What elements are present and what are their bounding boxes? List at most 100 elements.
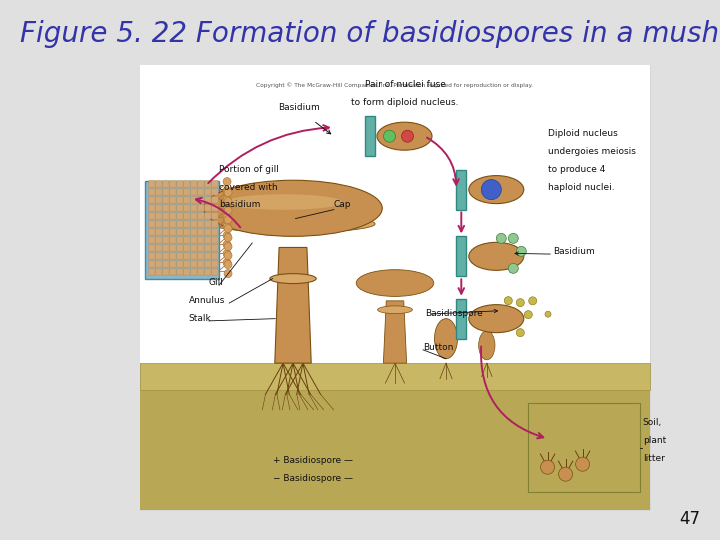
- Circle shape: [223, 195, 231, 204]
- Ellipse shape: [377, 122, 432, 150]
- FancyBboxPatch shape: [163, 180, 169, 187]
- FancyBboxPatch shape: [212, 197, 218, 203]
- FancyBboxPatch shape: [156, 221, 162, 227]
- FancyBboxPatch shape: [176, 228, 183, 235]
- FancyBboxPatch shape: [184, 261, 190, 267]
- FancyBboxPatch shape: [170, 228, 176, 235]
- FancyBboxPatch shape: [204, 228, 211, 235]
- FancyBboxPatch shape: [204, 221, 211, 227]
- Text: Basidium: Basidium: [553, 247, 595, 256]
- Circle shape: [223, 259, 231, 267]
- FancyBboxPatch shape: [184, 188, 190, 195]
- FancyBboxPatch shape: [212, 253, 218, 259]
- FancyBboxPatch shape: [212, 205, 218, 211]
- FancyBboxPatch shape: [170, 188, 176, 195]
- Circle shape: [541, 460, 554, 474]
- FancyBboxPatch shape: [148, 221, 155, 227]
- FancyBboxPatch shape: [197, 245, 204, 251]
- FancyBboxPatch shape: [148, 228, 155, 235]
- FancyBboxPatch shape: [140, 65, 650, 363]
- FancyBboxPatch shape: [170, 245, 176, 251]
- FancyBboxPatch shape: [184, 245, 190, 251]
- FancyBboxPatch shape: [212, 237, 218, 243]
- FancyBboxPatch shape: [156, 205, 162, 211]
- FancyBboxPatch shape: [176, 188, 183, 195]
- Ellipse shape: [479, 331, 495, 360]
- Text: Copyright © The McGraw-Hill Companies, Inc. Permission required for reproduction: Copyright © The McGraw-Hill Companies, I…: [256, 83, 534, 89]
- Text: Pair of nuclei fuse: Pair of nuclei fuse: [365, 80, 446, 89]
- FancyBboxPatch shape: [191, 253, 197, 259]
- Text: undergoies meiosis: undergoies meiosis: [548, 147, 636, 156]
- FancyBboxPatch shape: [191, 180, 197, 187]
- FancyBboxPatch shape: [197, 188, 204, 195]
- FancyBboxPatch shape: [163, 253, 169, 259]
- Text: basidium: basidium: [219, 200, 261, 210]
- FancyBboxPatch shape: [156, 261, 162, 267]
- Text: plant: plant: [643, 436, 666, 446]
- Circle shape: [504, 296, 513, 305]
- FancyBboxPatch shape: [156, 245, 162, 251]
- FancyBboxPatch shape: [204, 180, 211, 187]
- Text: Cap: Cap: [334, 200, 351, 210]
- Circle shape: [524, 310, 532, 319]
- Circle shape: [224, 215, 232, 224]
- FancyBboxPatch shape: [212, 268, 218, 275]
- FancyBboxPatch shape: [170, 221, 176, 227]
- FancyBboxPatch shape: [191, 261, 197, 267]
- FancyBboxPatch shape: [145, 181, 219, 279]
- FancyBboxPatch shape: [204, 261, 211, 267]
- Text: Figure 5. 22 Formation of basidiospores in a mushroom: Figure 5. 22 Formation of basidiospores …: [20, 20, 720, 48]
- FancyBboxPatch shape: [191, 221, 197, 227]
- FancyBboxPatch shape: [148, 245, 155, 251]
- FancyBboxPatch shape: [148, 197, 155, 203]
- Text: Basidium: Basidium: [278, 103, 320, 111]
- Circle shape: [224, 261, 232, 268]
- Circle shape: [224, 242, 232, 251]
- FancyBboxPatch shape: [148, 213, 155, 219]
- FancyBboxPatch shape: [156, 228, 162, 235]
- Text: Portion of gill: Portion of gill: [219, 165, 279, 174]
- Circle shape: [402, 130, 413, 142]
- FancyBboxPatch shape: [140, 390, 650, 510]
- FancyBboxPatch shape: [191, 213, 197, 219]
- Circle shape: [224, 188, 232, 197]
- FancyBboxPatch shape: [364, 116, 374, 156]
- FancyBboxPatch shape: [212, 261, 218, 267]
- FancyBboxPatch shape: [170, 253, 176, 259]
- FancyBboxPatch shape: [204, 205, 211, 211]
- Text: haploid nuclei.: haploid nuclei.: [548, 183, 615, 192]
- Circle shape: [516, 246, 526, 256]
- FancyBboxPatch shape: [163, 228, 169, 235]
- Circle shape: [223, 249, 231, 258]
- Circle shape: [575, 457, 590, 471]
- FancyBboxPatch shape: [170, 237, 176, 243]
- Ellipse shape: [469, 242, 523, 271]
- FancyBboxPatch shape: [148, 268, 155, 275]
- Ellipse shape: [270, 274, 316, 284]
- Ellipse shape: [204, 180, 382, 237]
- FancyBboxPatch shape: [176, 180, 183, 187]
- Text: − Basidiospore —: − Basidiospore —: [273, 474, 353, 483]
- FancyBboxPatch shape: [191, 188, 197, 195]
- FancyBboxPatch shape: [197, 253, 204, 259]
- FancyBboxPatch shape: [456, 237, 467, 276]
- Text: Soil,: Soil,: [643, 418, 662, 428]
- FancyBboxPatch shape: [170, 180, 176, 187]
- FancyBboxPatch shape: [148, 205, 155, 211]
- FancyBboxPatch shape: [140, 65, 650, 510]
- Circle shape: [481, 180, 501, 200]
- FancyBboxPatch shape: [176, 197, 183, 203]
- Ellipse shape: [356, 269, 433, 296]
- FancyBboxPatch shape: [156, 237, 162, 243]
- Circle shape: [516, 329, 524, 336]
- FancyBboxPatch shape: [191, 245, 197, 251]
- Text: to form diploid nucleus.: to form diploid nucleus.: [351, 98, 459, 107]
- FancyBboxPatch shape: [156, 188, 162, 195]
- Circle shape: [508, 233, 518, 244]
- Text: Basidiospore: Basidiospore: [426, 309, 483, 319]
- FancyBboxPatch shape: [204, 237, 211, 243]
- Ellipse shape: [469, 176, 523, 204]
- FancyBboxPatch shape: [176, 253, 183, 259]
- Text: covered with: covered with: [219, 183, 278, 192]
- FancyBboxPatch shape: [170, 205, 176, 211]
